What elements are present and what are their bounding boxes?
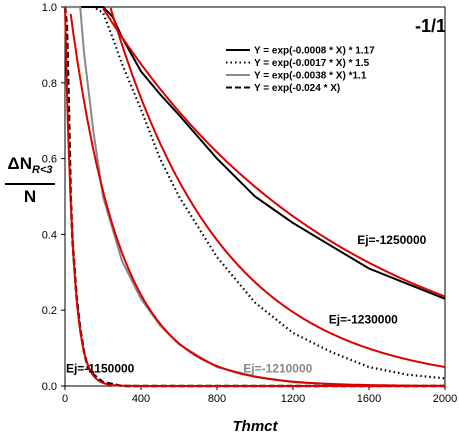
data-series-2 (65, 5, 446, 380)
y-tick-label: 0.0 (42, 381, 57, 393)
y-tick-label: 0.6 (42, 154, 57, 166)
x-tick-label: 800 (208, 393, 226, 405)
fit-curve-1 (102, 7, 446, 298)
legend-entry: Y = exp(-0.0038 * X) *1.1 (254, 71, 367, 82)
x-tick-label: 2000 (433, 393, 457, 405)
fit-curve-4 (64, 6, 445, 387)
y-axis-label: ΔNR<3 N (1, 154, 59, 206)
legend-entry: Y = exp(-0.0017 * X) * 1.5 (254, 58, 370, 69)
y-label-fraction-bar (5, 183, 55, 185)
y-tick-label: 0.4 (42, 229, 57, 241)
curve-annotations: Ej=-1250000 Ej=-1230000 Ej=-1210000 Ej=-115… (66, 233, 427, 376)
y-label-subscript: R<3 (32, 164, 53, 176)
curve-annotation: Ej=-1150000 (66, 362, 135, 376)
x-tick-label: 1200 (281, 393, 305, 405)
x-axis-label: Thmct (233, 418, 279, 435)
panel-label: -1/1 (415, 16, 446, 36)
y-tick-label: 0.2 (42, 305, 57, 317)
legend: Y = exp(-0.0008 * X) * 1.17Y = exp(-0.00… (226, 46, 375, 94)
curve-annotation: Ej=-1210000 (243, 362, 312, 376)
y-tick-label: 0.8 (42, 78, 57, 90)
x-tick-label: 1600 (357, 393, 381, 405)
x-tick-label: 0 (62, 393, 68, 405)
fit-curves (64, 6, 446, 387)
y-tick-label: 1.0 (42, 2, 57, 14)
x-tick-label: 400 (132, 393, 150, 405)
axis-ticks: 0 400 800 1200 1600 2000 0.0 0.2 0.4 0.6 0.8 1.0 (42, 2, 458, 405)
curve-annotation: Ej=-1230000 (329, 312, 398, 326)
legend-entry: Y = exp(-0.0008 * X) * 1.17 (254, 46, 375, 57)
curve-annotation: Ej=-1250000 (357, 233, 426, 247)
y-label-denominator: N (23, 187, 37, 206)
fit-curve-2 (109, 7, 446, 368)
y-label-delta: ΔN (7, 154, 33, 173)
legend-entry: Y = exp(-0.024 * X) (254, 83, 340, 94)
data-series-1 (65, 6, 446, 300)
